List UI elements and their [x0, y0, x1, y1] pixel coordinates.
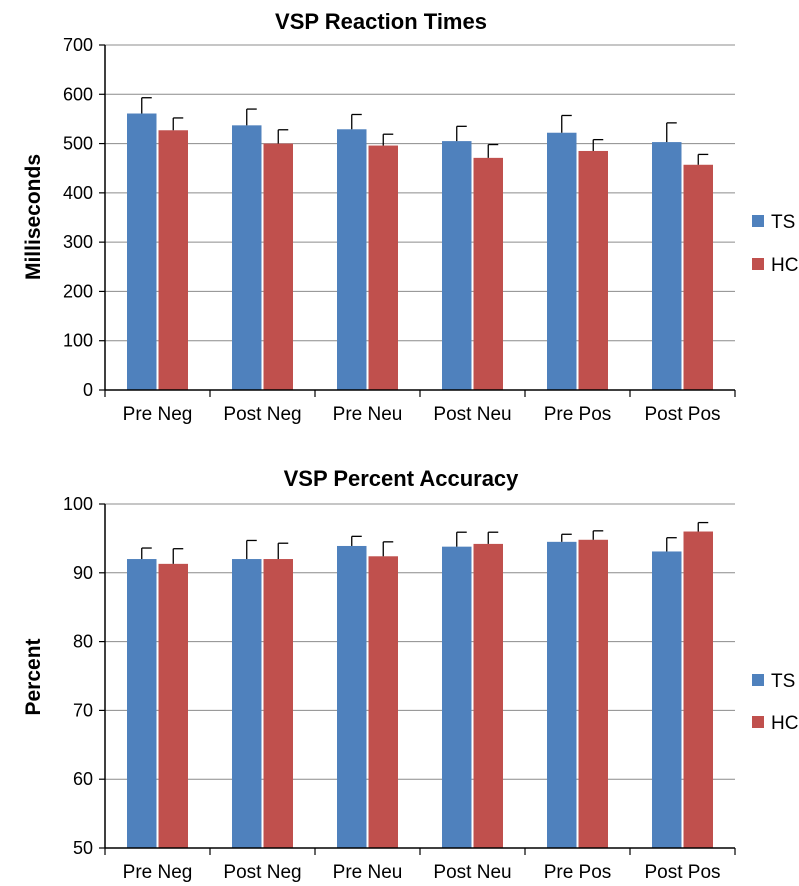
reaction-times-chart: VSP Reaction Times Milliseconds 0 100 200 3… [22, 9, 798, 425]
bar-hc [263, 559, 293, 848]
legend-label: HC [771, 255, 798, 276]
y-tick-label: 80 [73, 632, 93, 652]
bar-hc [158, 130, 188, 390]
bar-hc [683, 531, 713, 848]
bar-hc [368, 145, 398, 390]
bar-ts [652, 551, 682, 848]
y-axis-label: Percent [22, 638, 45, 715]
y-tick-label: 100 [63, 331, 93, 351]
y-tick-label: 700 [63, 35, 93, 55]
y-tick-label: 200 [63, 281, 93, 301]
x-tick-label: Pre Neu [333, 404, 403, 425]
bar-ts [652, 142, 682, 390]
y-tick-label: 300 [63, 232, 93, 252]
bar-hc [578, 539, 608, 848]
legend-swatch-hc [752, 716, 764, 728]
x-tick-label: Post Pos [644, 404, 720, 425]
x-tick-label: Post Neu [433, 404, 511, 425]
bar-ts [232, 559, 262, 848]
bar-ts [442, 141, 472, 390]
y-axis-label: Milliseconds [22, 154, 45, 280]
bar-ts [232, 125, 262, 390]
bar-ts [547, 541, 577, 848]
y-tick-label: 50 [73, 838, 93, 858]
y-tick-label: 600 [63, 84, 93, 104]
legend-label: TS [771, 671, 795, 692]
x-tick-label: Pre Neu [333, 862, 403, 883]
y-tick-label: 100 [63, 494, 93, 514]
bar-ts [547, 132, 577, 390]
legend-swatch-ts [752, 215, 764, 227]
bar-ts [442, 546, 472, 848]
x-tick-label: Post Neg [223, 404, 301, 425]
legend-label: TS [771, 212, 795, 233]
x-tick-label: Post Pos [644, 862, 720, 883]
bar-hc [683, 164, 713, 390]
y-tick-label: 500 [63, 134, 93, 154]
chart-title: VSP Reaction Times [275, 9, 487, 34]
x-tick-label: Pre Neg [123, 404, 193, 425]
x-tick-label: Pre Neg [123, 862, 193, 883]
y-tick-label: 90 [73, 563, 93, 583]
x-tick-label: Pre Pos [544, 862, 612, 883]
y-tick-label: 70 [73, 700, 93, 720]
bar-hc [263, 143, 293, 390]
bar-ts [127, 559, 157, 848]
bar-ts [127, 113, 157, 390]
bar-ts [337, 129, 367, 390]
bar-hc [578, 150, 608, 390]
legend-swatch-ts [752, 674, 764, 686]
x-tick-label: Post Neg [223, 862, 301, 883]
bar-hc [158, 563, 188, 848]
y-tick-label: 60 [73, 769, 93, 789]
y-tick-label: 0 [83, 380, 93, 400]
y-tick-label: 400 [63, 183, 93, 203]
percent-accuracy-chart: VSP Percent Accuracy Percent 50 60 70 80 90 1… [22, 466, 798, 883]
chart-title: VSP Percent Accuracy [284, 466, 520, 491]
bar-hc [473, 157, 503, 390]
bar-ts [337, 545, 367, 848]
bar-hc [368, 556, 398, 848]
legend-swatch-hc [752, 258, 764, 270]
x-tick-label: Post Neu [433, 862, 511, 883]
x-tick-label: Pre Pos [544, 404, 612, 425]
legend-label: HC [771, 713, 798, 734]
bar-hc [473, 543, 503, 848]
